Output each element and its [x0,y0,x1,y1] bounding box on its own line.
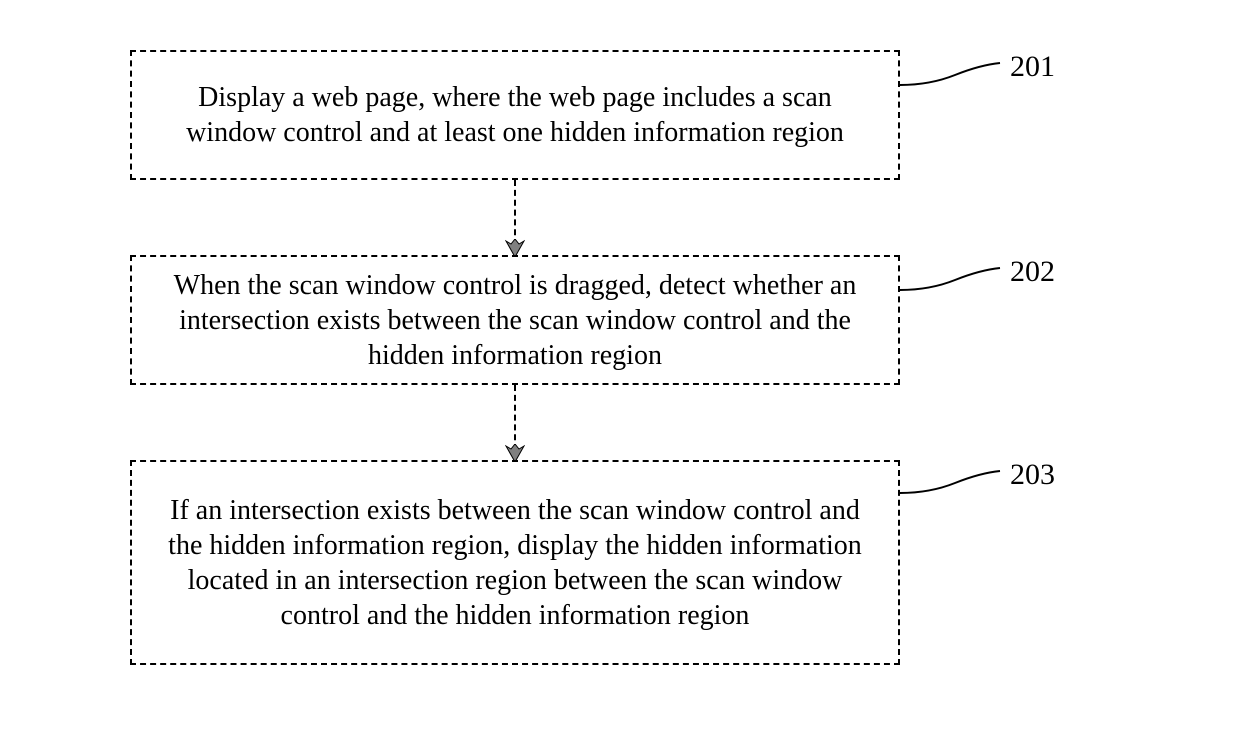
connector-2-3 [505,385,525,460]
connector-1-2 [505,180,525,255]
step-label-2: 202 [1010,255,1055,289]
label-text: 203 [1010,458,1055,491]
label-text: 202 [1010,255,1055,288]
flowchart-container: Display a web page, where the web page i… [0,0,1240,746]
step-label-1: 201 [1010,50,1055,84]
step-text: When the scan window control is dragged,… [152,268,878,373]
flowchart-step-2: When the scan window control is dragged,… [130,255,900,385]
flowchart-step-3: If an intersection exists between the sc… [130,460,900,665]
leader-line-3 [900,463,1010,503]
step-text: If an intersection exists between the sc… [152,493,878,633]
label-text: 201 [1010,50,1055,83]
leader-line-2 [900,260,1010,300]
step-text: Display a web page, where the web page i… [152,80,878,150]
step-label-3: 203 [1010,458,1055,492]
leader-line-1 [900,55,1010,95]
flowchart-step-1: Display a web page, where the web page i… [130,50,900,180]
